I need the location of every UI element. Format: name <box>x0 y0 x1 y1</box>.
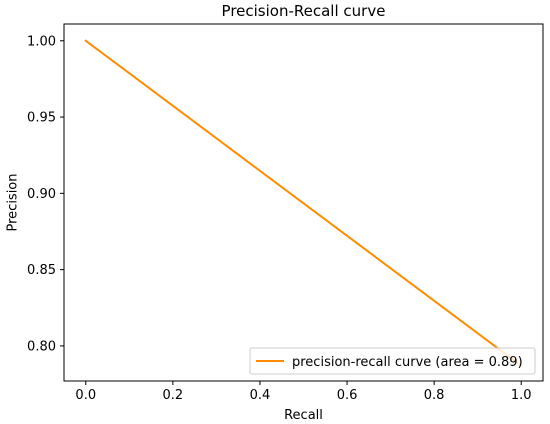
x-axis-title: Recall <box>284 408 323 423</box>
y-tick-label: 0.95 <box>27 111 56 126</box>
y-tick-label: 0.80 <box>27 339 56 354</box>
y-tick-label: 1.00 <box>27 34 56 49</box>
x-tick-label: 0.8 <box>424 388 445 403</box>
y-axis-title: Precision <box>6 173 21 231</box>
x-axis-ticks: 0.0 0.2 0.4 0.6 0.8 1.0 <box>75 381 532 403</box>
x-tick-label: 0.2 <box>163 388 184 403</box>
x-tick-label: 1.0 <box>511 388 532 403</box>
y-axis-ticks: 0.80 0.85 0.90 0.95 1.00 <box>27 34 64 354</box>
series-line <box>84 39 523 368</box>
legend-label: precision-recall curve (area = 0.89) <box>292 355 523 370</box>
legend: precision-recall curve (area = 0.89) <box>249 347 536 375</box>
x-tick-label: 0.4 <box>250 388 271 403</box>
plot-frame <box>63 23 544 382</box>
series-layer <box>84 39 523 368</box>
y-tick-label: 0.90 <box>27 187 56 202</box>
x-tick-label: 0.6 <box>337 388 358 403</box>
chart-title: Precision-Recall curve <box>222 2 386 20</box>
legend-box <box>249 347 536 375</box>
x-tick-label: 0.0 <box>75 388 96 403</box>
y-tick-label: 0.85 <box>27 263 56 278</box>
